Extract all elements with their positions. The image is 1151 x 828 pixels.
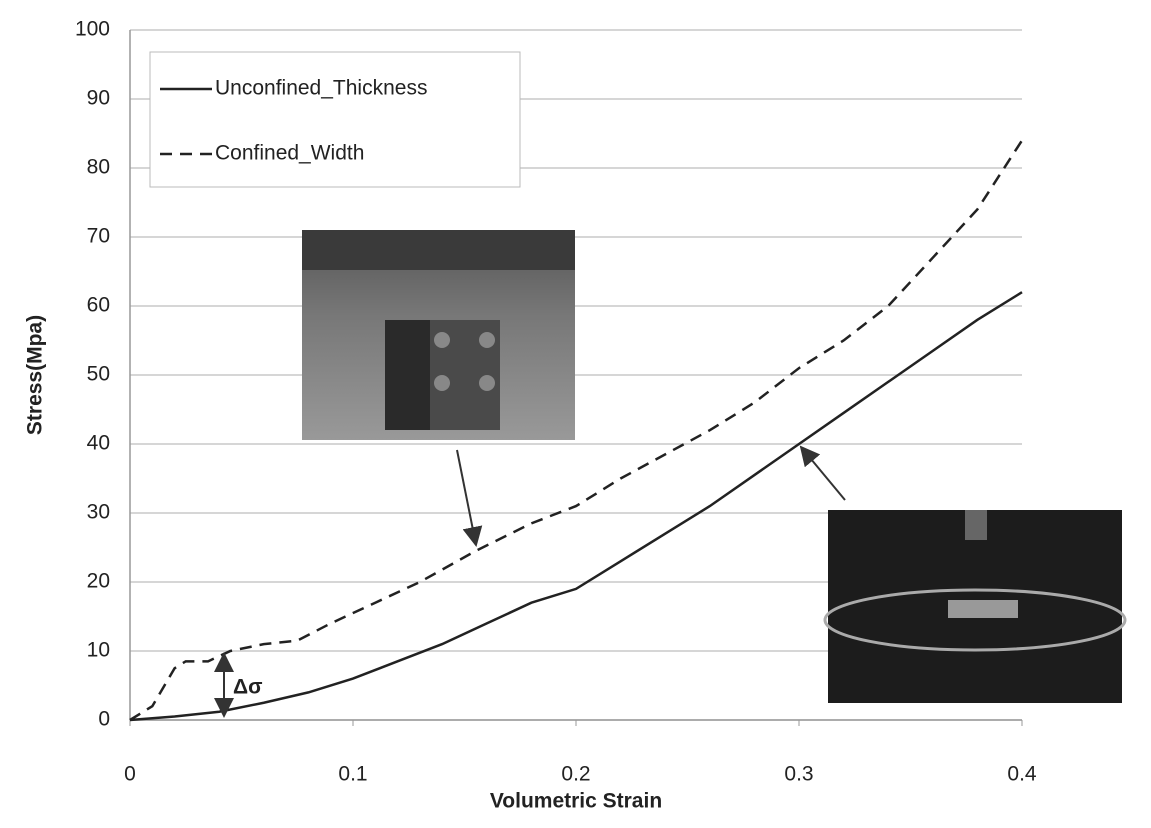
legend-label: Confined_Width [215,142,364,165]
y-tick-label: 100 [75,18,110,41]
chart: Volumetric Strain Stress(Mpa) 0 10 20 30 40 5… [0,0,1151,828]
x-tick-label: 0.3 [784,763,813,786]
y-tick-label: 0 [98,708,110,731]
y-tick-label: 70 [87,225,110,248]
photo-unconfined [825,510,1125,703]
x-tick-label: 0 [124,763,136,786]
y-axis-title: Stress(Mpa) [24,315,47,435]
y-tick-label: 40 [87,432,110,455]
y-tick-label: 80 [87,156,110,179]
y-tick-label: 20 [87,570,110,593]
y-tick-label: 60 [87,294,110,317]
y-tick-label: 50 [87,363,110,386]
y-tick-label: 10 [87,639,110,662]
legend: Unconfined_Thickness Confined_Width [150,52,520,187]
annotation: Δσ [233,676,262,699]
legend-label: Unconfined_Thickness [215,77,427,100]
x-tick-label: 0.4 [1007,763,1037,786]
y-tick-label: 90 [87,87,110,110]
annotation-arrow [457,450,476,545]
x-tick-label: 0.1 [338,763,367,786]
y-tick-label: 30 [87,501,110,524]
x-axis-title: Volumetric Strain [490,790,662,813]
annotation-arrow [801,447,845,500]
photo-confined [302,230,575,440]
x-tick-label: 0.2 [561,763,590,786]
